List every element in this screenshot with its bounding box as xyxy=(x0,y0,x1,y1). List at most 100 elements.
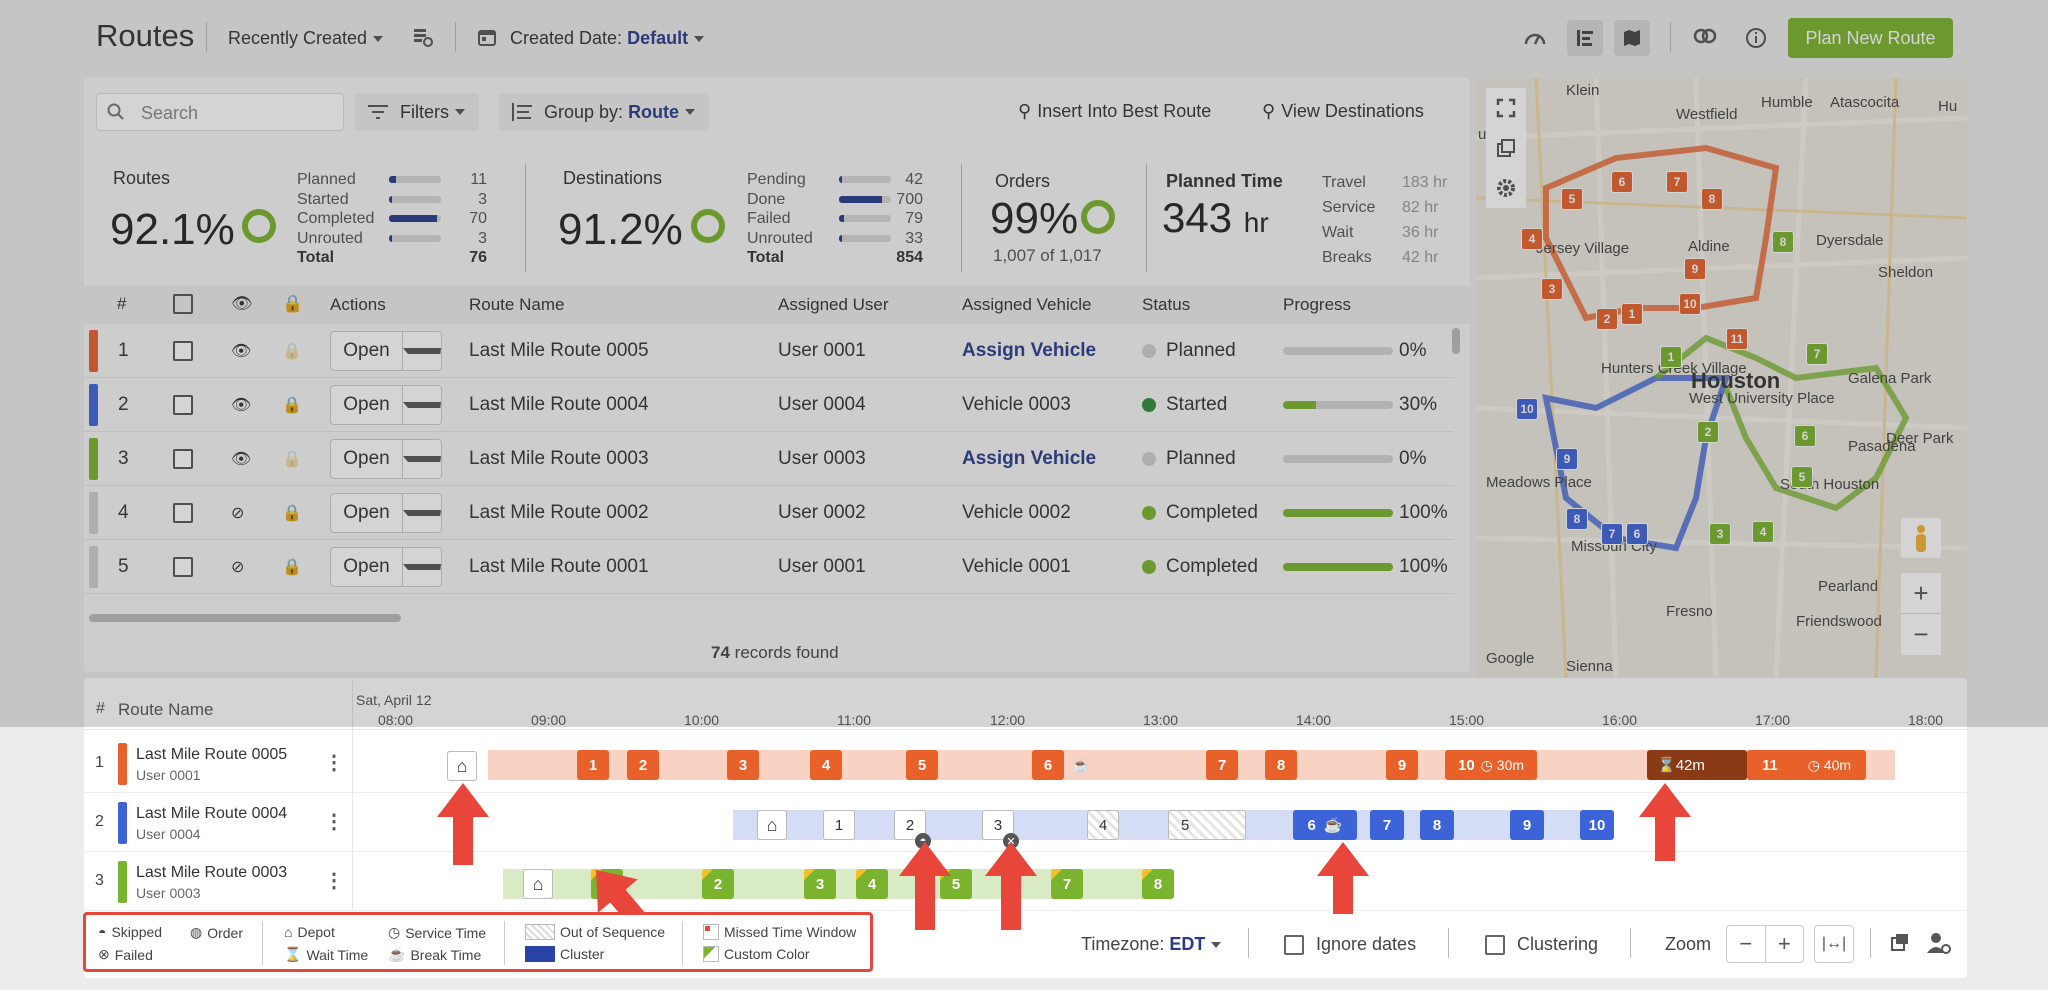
zoom-in-icon[interactable]: + xyxy=(1901,573,1941,614)
map-stop-marker[interactable]: 8 xyxy=(1566,508,1588,530)
open-button[interactable]: Open xyxy=(331,494,403,532)
stop-block[interactable]: 7 xyxy=(1051,869,1083,899)
stop-block[interactable]: 4 xyxy=(810,750,842,780)
lock-icon[interactable]: 🔒 xyxy=(282,505,302,522)
route-name[interactable]: Last Mile Route 0005 xyxy=(469,340,649,361)
col-progress[interactable]: Progress xyxy=(1283,295,1352,314)
ignore-dates-toggle[interactable]: Ignore dates xyxy=(1284,934,1416,955)
route-name[interactable]: Last Mile Route 0001 xyxy=(469,556,649,577)
table-row[interactable]: 1 👁 🔒 Open Last Mile Route 0005 User 0001 Assi… xyxy=(84,324,1454,378)
route-name[interactable]: Last Mile Route 0002 xyxy=(469,502,649,523)
clustering-checkbox[interactable] xyxy=(1485,934,1505,955)
stop-block[interactable]: 3 xyxy=(727,750,759,780)
stop-block[interactable]: 6 ☕ xyxy=(1293,810,1357,840)
map-view-icon[interactable] xyxy=(1614,20,1650,56)
search-input[interactable]: Search xyxy=(96,93,344,131)
map-stop-marker[interactable]: 10 xyxy=(1679,293,1701,315)
stop-block[interactable]: 10 xyxy=(1580,810,1614,840)
detach-window-icon[interactable] xyxy=(1888,930,1912,954)
visible-icon[interactable]: 👁 xyxy=(231,397,252,414)
stop-block[interactable]: 9 xyxy=(1386,750,1418,780)
stop-block[interactable]: 8 xyxy=(1142,869,1174,899)
open-button[interactable]: Open xyxy=(331,440,403,478)
hidden-icon[interactable]: ⊘ xyxy=(231,505,245,522)
open-menu-button[interactable] xyxy=(403,548,441,586)
gear-icon[interactable] xyxy=(1486,168,1526,208)
stop-block[interactable]: 4 xyxy=(1087,810,1119,840)
stop-block[interactable]: 7 xyxy=(1206,750,1238,780)
assign-vehicle-link[interactable]: Assign Vehicle xyxy=(962,448,1097,469)
map-stop-marker[interactable]: 6 xyxy=(1611,171,1633,193)
map-stop-marker[interactable]: 1 xyxy=(1621,303,1643,325)
stop-block[interactable]: 1 xyxy=(823,810,855,840)
assigned-user[interactable]: User 0001 xyxy=(778,340,866,361)
open-menu-button[interactable] xyxy=(403,386,441,424)
more-options-icon[interactable]: ⋮ xyxy=(324,811,344,833)
assigned-user[interactable]: User 0001 xyxy=(778,556,866,577)
group-by-dropdown[interactable]: Group by: Route xyxy=(498,93,710,131)
clustering-toggle[interactable]: Clustering xyxy=(1485,934,1598,955)
created-date-dropdown[interactable]: Created Date: Default xyxy=(510,28,705,49)
more-options-icon[interactable]: ⋮ xyxy=(324,870,344,892)
stop-block[interactable]: 5 xyxy=(906,750,938,780)
map-stop-marker[interactable]: 9 xyxy=(1556,448,1578,470)
timeline-row[interactable]: 2 Last Mile Route 0004 User 0004 ⋮ xyxy=(84,793,1967,852)
split-view-icon[interactable] xyxy=(1567,20,1603,56)
depot-block[interactable]: ⌂ xyxy=(523,869,553,899)
map-stop-marker[interactable]: 3 xyxy=(1709,523,1731,545)
map-stop-marker[interactable]: 3 xyxy=(1541,278,1563,300)
zoom-in-icon[interactable]: + xyxy=(1777,931,1791,956)
assigned-user[interactable]: User 0002 xyxy=(778,502,866,523)
stop-block[interactable]: 6 xyxy=(1032,750,1064,780)
open-button[interactable]: Open xyxy=(331,548,403,586)
table-row[interactable]: 2 👁 🔒 Open Last Mile Route 0004 User 0004 Vehi… xyxy=(84,378,1454,432)
row-checkbox[interactable] xyxy=(173,503,193,523)
col-assigned-vehicle[interactable]: Assigned Vehicle xyxy=(962,295,1092,314)
table-row[interactable]: 3 👁 🔒 Open Last Mile Route 0003 User 0003 Assi… xyxy=(84,432,1454,486)
map-stop-marker[interactable]: 2 xyxy=(1596,308,1618,330)
row-checkbox[interactable] xyxy=(173,449,193,469)
stop-block[interactable]: 11 ◷ 40m xyxy=(1747,750,1866,780)
table-scrollbar[interactable] xyxy=(1452,328,1460,354)
lock-icon[interactable]: 🔒 xyxy=(282,294,304,313)
depot-block[interactable]: ⌂ xyxy=(757,810,787,840)
plan-new-route-button[interactable]: Plan New Route xyxy=(1788,18,1953,58)
more-options-icon[interactable]: ⋮ xyxy=(324,752,344,774)
map-stop-marker[interactable]: 5 xyxy=(1561,188,1583,210)
stop-block[interactable]: 7 xyxy=(1370,810,1404,840)
map-stop-marker[interactable]: 7 xyxy=(1666,171,1688,193)
unlock-icon[interactable]: 🔒 xyxy=(282,343,302,360)
timeline-row[interactable]: 1 Last Mile Route 0005 User 0001 ⋮ xyxy=(84,734,1967,793)
horizontal-scrollbar[interactable] xyxy=(89,614,401,622)
col-status[interactable]: Status xyxy=(1142,295,1191,314)
zoom-out-icon[interactable]: − xyxy=(1727,926,1766,962)
fit-width-icon[interactable]: |↔| xyxy=(1814,925,1854,963)
lock-icon[interactable]: 🔒 xyxy=(282,397,302,414)
lock-icon[interactable]: 🔒 xyxy=(282,559,302,576)
map-stop-marker[interactable]: 4 xyxy=(1752,521,1774,543)
stop-block[interactable]: 2 xyxy=(702,869,734,899)
stop-block[interactable]: 5 xyxy=(1168,810,1246,840)
depot-block[interactable]: ⌂ xyxy=(447,751,477,781)
stop-block[interactable]: 8 xyxy=(1265,750,1297,780)
col-assigned-user[interactable]: Assigned User xyxy=(778,295,889,314)
insert-best-route-button[interactable]: ⚲ Insert Into Best Route xyxy=(1018,101,1211,122)
assigned-vehicle[interactable]: Vehicle 0003 xyxy=(962,394,1071,415)
assigned-user[interactable]: User 0004 xyxy=(778,394,866,415)
zoom-out-icon[interactable]: − xyxy=(1913,618,1929,649)
assign-vehicle-link[interactable]: Assign Vehicle xyxy=(962,340,1097,361)
open-menu-button[interactable] xyxy=(403,494,441,532)
open-button[interactable]: Open xyxy=(331,386,403,424)
map-stop-marker[interactable]: 7 xyxy=(1601,523,1623,545)
stop-block[interactable]: 2 xyxy=(627,750,659,780)
wait-time-block[interactable]: ⌛ 42m xyxy=(1647,750,1747,780)
fullscreen-icon[interactable] xyxy=(1486,88,1526,128)
stop-block[interactable]: 8 xyxy=(1420,810,1454,840)
stop-block[interactable]: 3 xyxy=(804,869,836,899)
route-pins-icon[interactable] xyxy=(1692,26,1718,50)
layers-icon[interactable] xyxy=(1486,128,1526,168)
row-checkbox[interactable] xyxy=(173,557,193,577)
open-menu-button[interactable] xyxy=(403,440,441,478)
timeline-route-name[interactable]: Last Mile Route 0004 xyxy=(136,805,288,822)
map-stop-marker[interactable]: 7 xyxy=(1806,343,1828,365)
